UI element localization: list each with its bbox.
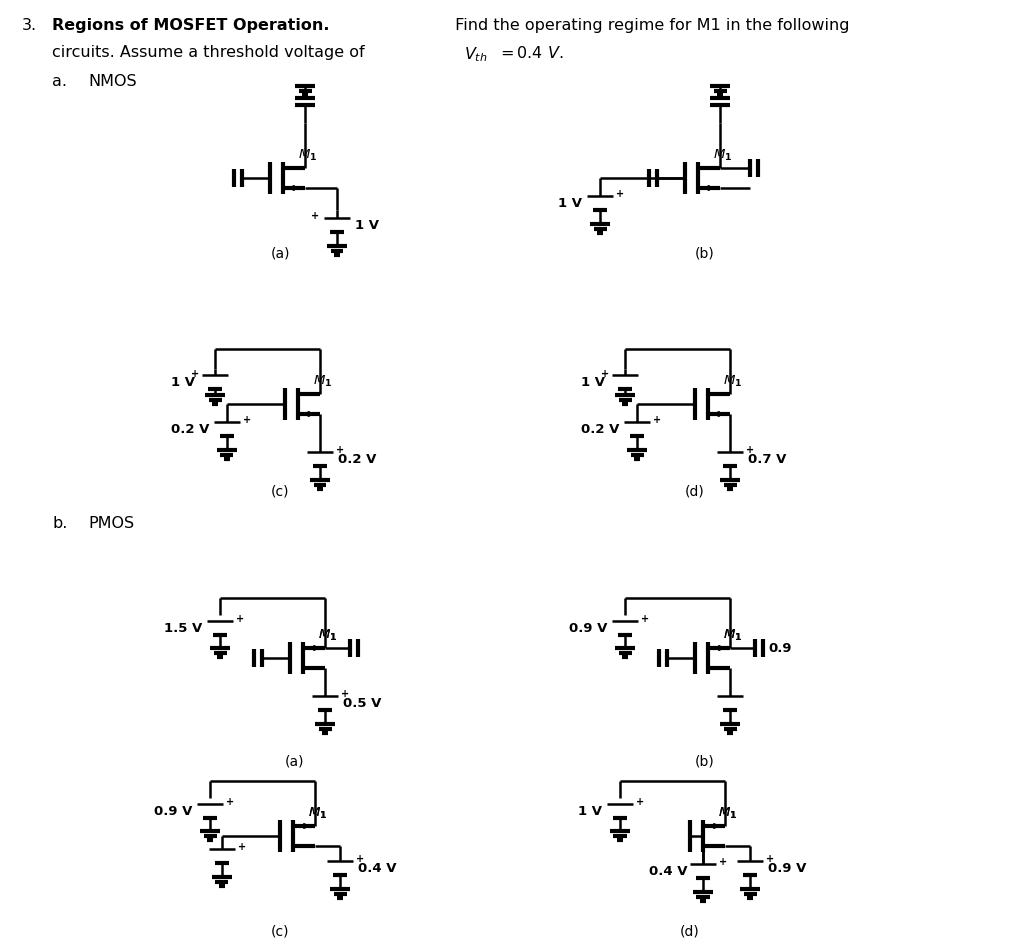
Text: $\mathbf{\mathit{M}_1}$: $\mathbf{\mathit{M}_1}$ [723, 374, 742, 389]
Text: $\mathbf{\mathit{M}_1}$: $\mathbf{\mathit{M}_1}$ [713, 148, 732, 163]
Text: $\mathbf{\mathit{M}_1}$: $\mathbf{\mathit{M}_1}$ [318, 627, 337, 642]
Text: 1 V: 1 V [581, 376, 605, 389]
Text: (b): (b) [695, 754, 715, 768]
Text: +: + [336, 445, 344, 455]
Text: +: + [341, 689, 349, 699]
Text: +: + [653, 415, 662, 425]
Text: +: + [226, 797, 234, 807]
Text: circuits. Assume a threshold voltage of: circuits. Assume a threshold voltage of [52, 45, 370, 60]
Text: 1 V: 1 V [171, 376, 195, 389]
Text: 0.9 V: 0.9 V [154, 804, 193, 817]
Text: Regions of MOSFET Operation.: Regions of MOSFET Operation. [52, 18, 330, 33]
Text: $\mathbf{\mathit{M}_1}$: $\mathbf{\mathit{M}_1}$ [718, 805, 737, 820]
Text: 0.4 V: 0.4 V [649, 865, 688, 878]
Text: $\mathbf{\mathit{M}_1}$: $\mathbf{\mathit{M}_1}$ [308, 805, 328, 820]
Text: $= 0.4\ V.$: $= 0.4\ V.$ [497, 45, 563, 61]
Text: 1 V: 1 V [558, 197, 582, 209]
Text: 0.2 V: 0.2 V [171, 423, 209, 435]
Text: +: + [356, 854, 365, 864]
Text: (b): (b) [695, 246, 715, 260]
Text: (d): (d) [685, 484, 705, 498]
Text: +: + [636, 797, 644, 807]
Text: 1.5 V: 1.5 V [164, 622, 202, 635]
Text: $\mathbf{\mathit{M}_1}$: $\mathbf{\mathit{M}_1}$ [313, 374, 333, 389]
Text: 1 V: 1 V [578, 804, 602, 817]
Text: +: + [746, 445, 754, 455]
Text: 3.: 3. [22, 18, 37, 33]
Text: NMOS: NMOS [88, 74, 136, 89]
Text: a.: a. [52, 74, 67, 89]
Text: +: + [190, 369, 199, 378]
Text: (a): (a) [286, 754, 305, 768]
Text: 0.2 V: 0.2 V [581, 423, 618, 435]
Text: $\mathbf{\mathit{M}_1}$: $\mathbf{\mathit{M}_1}$ [723, 627, 742, 642]
Text: $\mathbf{\mathit{M}_1}$: $\mathbf{\mathit{M}_1}$ [298, 148, 317, 163]
Text: (d): (d) [680, 924, 699, 938]
Text: Find the operating regime for M1 in the following: Find the operating regime for M1 in the … [450, 18, 850, 33]
Text: 1 V: 1 V [355, 219, 379, 232]
Text: $\mathbf{\mathit{M}_1}$: $\mathbf{\mathit{M}_1}$ [318, 627, 337, 642]
Text: +: + [243, 415, 251, 425]
Text: (c): (c) [270, 484, 289, 498]
Text: +: + [719, 857, 727, 867]
Text: 0.9 V: 0.9 V [768, 862, 806, 874]
Text: (c): (c) [270, 924, 289, 938]
Text: 0.5 V: 0.5 V [343, 696, 381, 710]
Text: PMOS: PMOS [88, 516, 134, 531]
Text: (a): (a) [270, 246, 290, 260]
Text: $\mathbf{\mathit{M}_1}$: $\mathbf{\mathit{M}_1}$ [718, 805, 737, 820]
Text: $\mathbf{\mathit{M}_1}$: $\mathbf{\mathit{M}_1}$ [723, 627, 742, 642]
Text: +: + [766, 854, 774, 864]
Text: 0.2 V: 0.2 V [338, 452, 377, 465]
Text: +: + [236, 614, 244, 624]
Text: $V_{th}$: $V_{th}$ [464, 45, 487, 63]
Text: b.: b. [52, 516, 68, 531]
Text: 0.7 V: 0.7 V [748, 452, 786, 465]
Text: +: + [616, 189, 624, 199]
Text: +: + [601, 369, 609, 378]
Text: $\mathbf{\mathit{M}_1}$: $\mathbf{\mathit{M}_1}$ [308, 805, 328, 820]
Text: +: + [641, 614, 649, 624]
Text: 0.9: 0.9 [768, 641, 792, 655]
Text: 0.4 V: 0.4 V [358, 862, 396, 874]
Text: +: + [311, 211, 319, 221]
Text: 0.9 V: 0.9 V [568, 622, 607, 635]
Text: +: + [238, 842, 246, 852]
